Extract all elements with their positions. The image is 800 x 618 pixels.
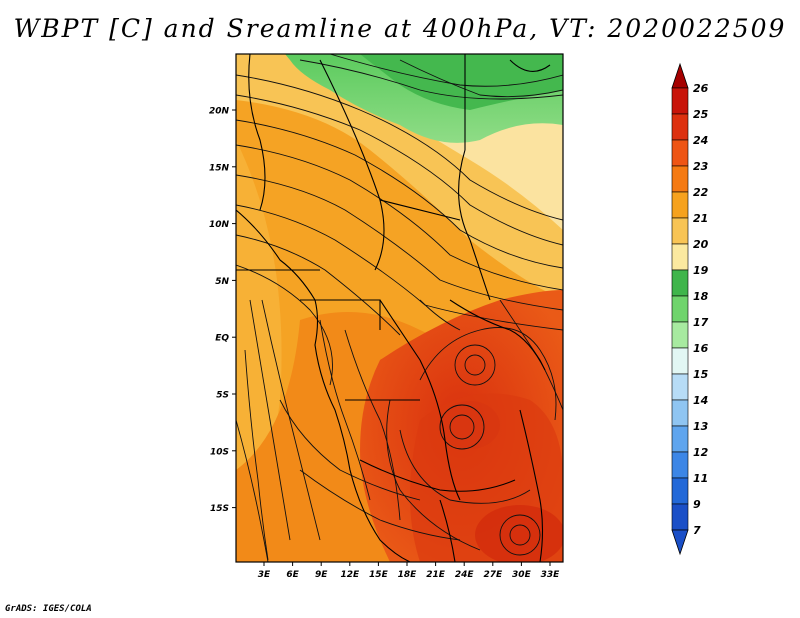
colorbar-swatch: [671, 191, 689, 219]
colorbar-swatch: [671, 269, 689, 297]
colorbar-swatch: [671, 321, 689, 349]
colorbar-swatch: [671, 503, 689, 531]
lat-label: 5S: [216, 391, 229, 401]
colorbar-label: 11: [693, 472, 708, 485]
colorbar-swatch: [671, 347, 689, 375]
lat-label: 20N: [209, 107, 230, 117]
colorbar-label: 24: [693, 134, 708, 147]
colorbar-label: 23: [693, 160, 709, 173]
colorbar-swatch: [671, 139, 689, 167]
colorbar-label: 26: [693, 82, 709, 95]
lon-label: 12E: [340, 570, 360, 580]
colorbar-label: 15: [693, 368, 709, 381]
colorbar-swatch: [671, 165, 689, 193]
colorbar-label: 22: [693, 186, 709, 199]
lon-label: 27E: [483, 570, 503, 580]
colorbar-label: 14: [693, 394, 708, 407]
colorbar-label: 7: [693, 524, 701, 537]
lon-label: 24E: [455, 570, 475, 580]
grads-credit: GrADS: IGES/COLA: [5, 604, 92, 614]
colorbar-swatch: [671, 373, 689, 401]
colorbar: 26 25 24 23 22 21 20 19 18 17 16 15 14 13 12 11 9 7: [671, 62, 709, 556]
colorbar-swatch: [671, 477, 689, 505]
lon-label: 15E: [369, 570, 389, 580]
colorbar-swatch: [671, 399, 689, 427]
lat-label: 15N: [209, 163, 230, 173]
lon-label: 33E: [541, 570, 561, 580]
colorbar-swatch: [671, 243, 689, 271]
colorbar-swatch: [671, 451, 689, 479]
colorbar-label: 19: [693, 264, 709, 277]
lat-label: EQ: [215, 334, 229, 344]
country-borders: [236, 54, 551, 562]
colorbar-swatch: [671, 113, 689, 141]
colorbar-label: 20: [693, 238, 709, 251]
streamlines: [236, 54, 563, 562]
colorbar-swatch: [671, 217, 689, 245]
colorbar-swatch: [671, 87, 689, 115]
colorbar-swatch: [671, 295, 689, 323]
lat-label: 15S: [210, 504, 229, 514]
colorbar-label: 9: [693, 498, 701, 511]
colorbar-label: 25: [693, 108, 709, 121]
map-title: WBPT [C] and Sreamline at 400hPa, VT: 20…: [13, 14, 787, 43]
colorbar-label: 18: [693, 290, 709, 303]
lat-label: 5N: [215, 277, 229, 287]
lon-label: 21E: [426, 570, 446, 580]
lat-label: 10N: [209, 220, 230, 230]
colorbar-label: 21: [693, 212, 708, 225]
colorbar-top-arrow: [671, 62, 689, 89]
lat-label: 10S: [210, 447, 229, 457]
colorbar-bottom-arrow: [671, 529, 689, 556]
lon-label: 9E: [315, 570, 328, 580]
map-panel: [236, 54, 563, 562]
colorbar-label: 16: [693, 342, 709, 355]
lon-label: 30E: [512, 570, 532, 580]
colorbar-label: 13: [693, 420, 709, 433]
longitude-axis: 3E 6E 9E 12E 15E 18E 21E 24E 27E 30E 33E: [258, 562, 560, 580]
lon-label: 18E: [398, 570, 418, 580]
lon-label: 3E: [258, 570, 271, 580]
colorbar-label: 12: [693, 446, 709, 459]
colorbar-label: 17: [693, 316, 709, 329]
lon-label: 6E: [286, 570, 299, 580]
latitude-axis: 20N 15N 10N 5N EQ 5S 10S 15S: [209, 107, 236, 514]
colorbar-swatch: [671, 425, 689, 453]
